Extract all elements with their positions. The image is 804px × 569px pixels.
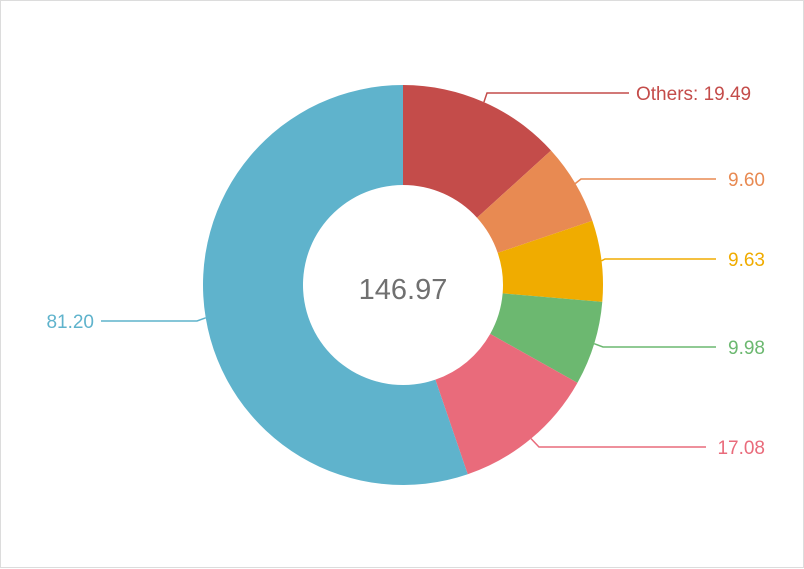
slice-data-label: 81.20 <box>46 312 94 333</box>
leader-line <box>574 178 716 185</box>
slice-data-label: 9.60 <box>728 170 765 191</box>
donut-slice[interactable] <box>403 85 552 218</box>
center-total-label: 146.97 <box>359 274 448 306</box>
leader-line <box>530 438 706 448</box>
donut-slice[interactable] <box>497 220 603 302</box>
leader-lines-layer <box>101 92 716 448</box>
leader-line <box>601 258 716 262</box>
donut-slice[interactable] <box>477 150 593 253</box>
leader-line <box>593 342 716 348</box>
slice-data-label: Others: 19.49 <box>636 84 751 105</box>
leader-line <box>101 317 206 322</box>
slice-data-label: 9.63 <box>728 250 765 271</box>
leader-line <box>483 92 629 103</box>
slices-layer <box>202 85 603 486</box>
donut-slice[interactable] <box>490 293 603 383</box>
donut-slice[interactable] <box>202 85 468 486</box>
data-labels-layer: Others: 19.49 9.60 9.63 9.98 17.08 81.20 <box>46 84 765 459</box>
slice-data-label: 9.98 <box>728 338 765 359</box>
donut-slice[interactable] <box>435 333 578 475</box>
slice-data-label: 17.08 <box>717 438 765 459</box>
